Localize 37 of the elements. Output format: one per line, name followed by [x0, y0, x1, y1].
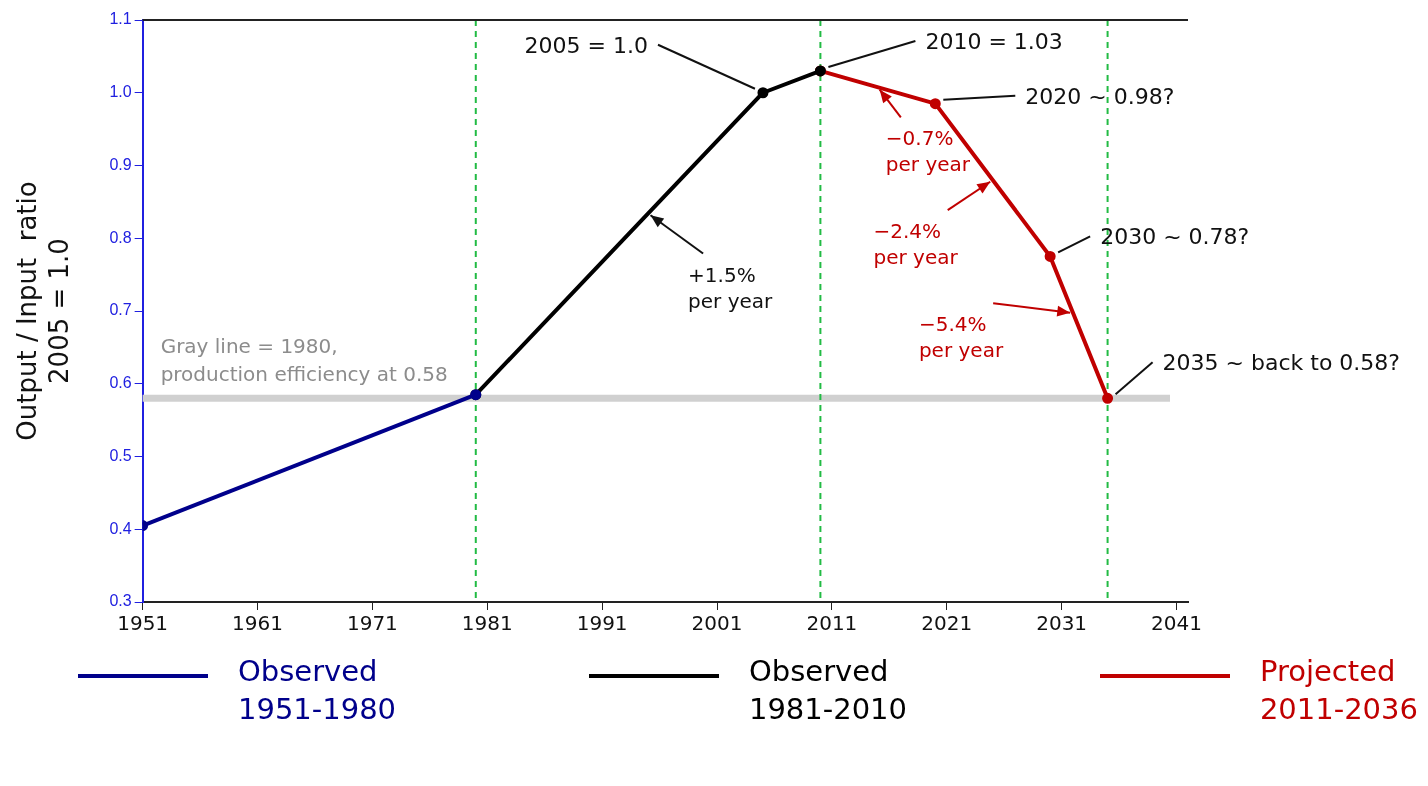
- legend-label: Projected 2011-2036: [1259, 653, 1418, 728]
- legend-label: Observed 1981-2010: [748, 653, 908, 728]
- legend-label: Observed 1951-1980: [238, 653, 397, 728]
- ref-line-label: Gray line = 1980, production efficiency at 0.58: [160, 334, 448, 387]
- annotation: 2035 ~ back to 0.58?: [1162, 350, 1401, 376]
- annotation: 2005 = 1.0: [524, 32, 648, 58]
- point: [757, 87, 769, 99]
- y-tick-label: 0.3: [109, 592, 132, 610]
- point: [929, 98, 941, 110]
- x-tick-label: 2001: [691, 611, 743, 636]
- x-tick-label: 2031: [1036, 611, 1088, 636]
- point: [1102, 392, 1114, 404]
- x-tick-label: 1981: [461, 611, 513, 636]
- x-tick-label: 2021: [921, 611, 973, 636]
- y-tick-label: 1.0: [109, 83, 132, 101]
- x-tick-label: 1971: [346, 611, 398, 636]
- x-tick-label: 1991: [576, 611, 628, 636]
- annotation: 2010 = 1.03: [925, 28, 1063, 54]
- x-tick-label: 1951: [117, 611, 169, 636]
- y-tick-label: 0.5: [109, 446, 132, 464]
- y-tick-label: 0.4: [109, 519, 132, 537]
- point: [1044, 250, 1056, 262]
- x-tick-label: 1961: [232, 611, 283, 636]
- y-axis-title: Output / Input ratio 2005 = 1.0: [12, 181, 74, 441]
- x-tick-label: 2041: [1151, 611, 1202, 636]
- annotation: −2.4% per year: [873, 219, 959, 270]
- y-tick-label: 0.7: [109, 301, 132, 319]
- y-tick-label: 0.6: [109, 374, 132, 392]
- y-tick-label: 0.8: [109, 228, 132, 246]
- annotation: −5.4% per year: [918, 312, 1004, 363]
- x-tick-label: 2011: [806, 611, 858, 636]
- annotation: +1.5% per year: [688, 262, 774, 313]
- annotation: 2030 ~ 0.78?: [1100, 224, 1250, 250]
- annotation: 2020 ~ 0.98?: [1025, 83, 1175, 109]
- y-tick-label: 0.9: [109, 155, 132, 173]
- annotation: −0.7% per year: [885, 126, 971, 177]
- y-tick-label: 1.1: [109, 10, 132, 28]
